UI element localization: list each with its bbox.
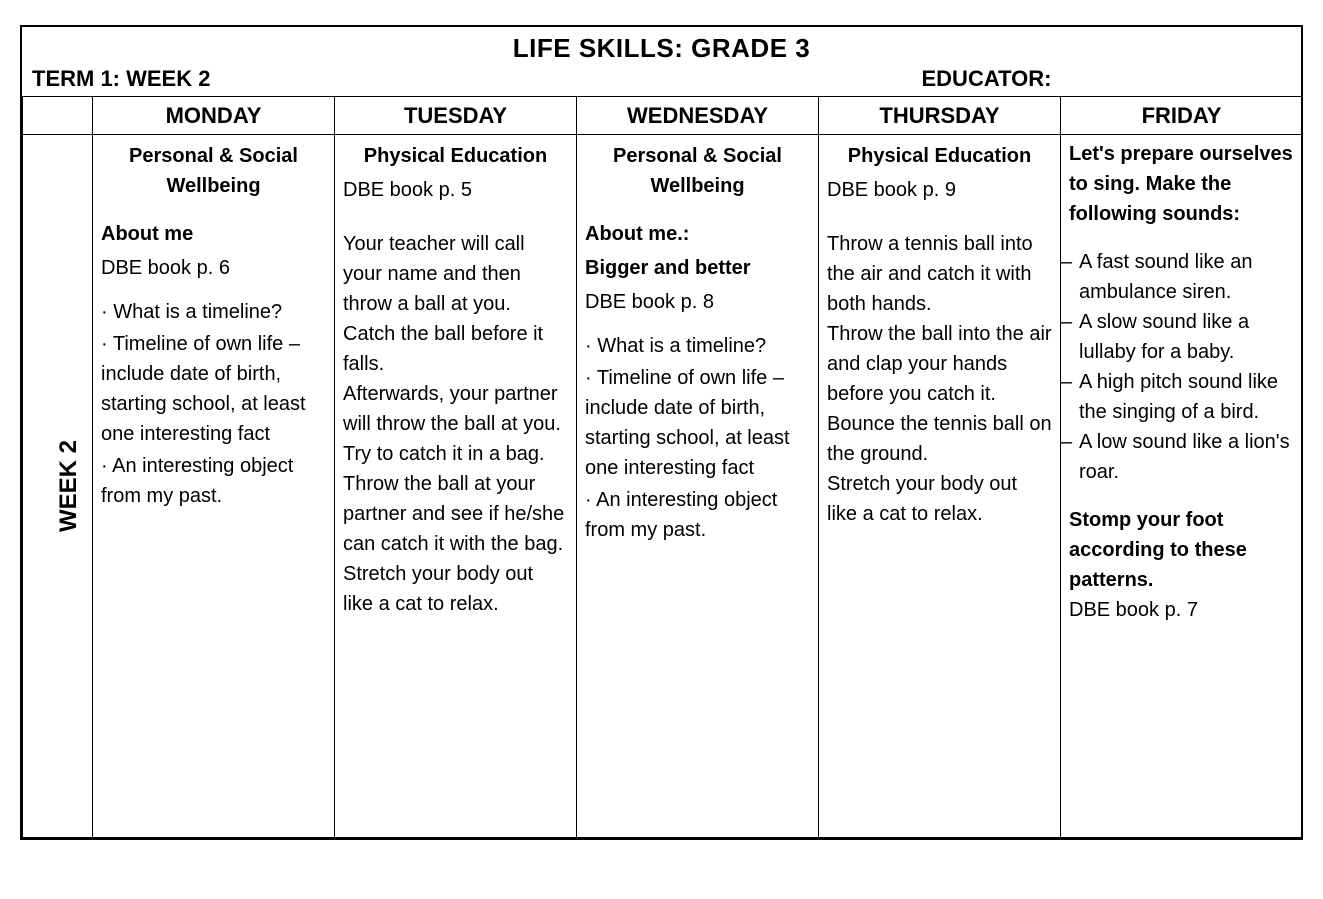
monday-bullets: What is a timeline? Timeline of own life…	[101, 297, 326, 511]
list-item: –A slow sound like a lullaby for a baby.	[1069, 307, 1294, 367]
cell-friday: Let's prepare ourselves to sing. Make th…	[1061, 135, 1303, 838]
subheader: TERM 1: WEEK 2 EDUCATOR:	[22, 66, 1301, 96]
wednesday-heading: Personal & Social Wellbeing	[585, 141, 810, 201]
day-header-wednesday: WEDNESDAY	[577, 97, 819, 135]
friday-items: –A fast sound like an ambulance siren.–A…	[1069, 247, 1294, 487]
thursday-ref: DBE book p. 9	[827, 175, 1052, 205]
day-header-thursday: THURSDAY	[819, 97, 1061, 135]
wednesday-bullets: What is a timeline? Timeline of own life…	[585, 331, 810, 545]
content-row: WEEK 2 Personal & Social Wellbeing About…	[23, 135, 1303, 838]
body-line: Throw the ball into the air and clap you…	[827, 319, 1052, 409]
dash-icon: –	[1061, 367, 1079, 427]
list-item: What is a timeline?	[585, 331, 810, 361]
week-label-text: WEEK 2	[51, 440, 87, 532]
friday-intro: Let's prepare ourselves to sing. Make th…	[1069, 139, 1294, 229]
dash-icon: –	[1061, 427, 1079, 487]
cell-wednesday: Personal & Social Wellbeing About me.: B…	[577, 135, 819, 838]
week-row-label: WEEK 2	[23, 135, 93, 838]
day-header-friday: FRIDAY	[1061, 97, 1303, 135]
monday-subheading: About me	[101, 219, 326, 249]
wednesday-ref: DBE book p. 8	[585, 287, 810, 317]
list-item-text: A low sound like a lion's roar.	[1079, 427, 1294, 487]
friday-ref: DBE book p. 7	[1069, 595, 1294, 625]
friday-closing: Stomp your foot according to these patte…	[1069, 505, 1294, 595]
list-item: An interesting object from my past.	[101, 451, 326, 511]
body-line: Throw a tennis ball into the air and cat…	[827, 229, 1052, 319]
monday-heading: Personal & Social Wellbeing	[101, 141, 326, 201]
educator-label: EDUCATOR:	[402, 66, 1292, 92]
body-line: Stretch your body out like a cat to rela…	[343, 559, 568, 619]
tuesday-body: Your teacher will call your name and the…	[343, 229, 568, 619]
list-item-text: A fast sound like an ambulance siren.	[1079, 247, 1294, 307]
blank-header	[23, 97, 93, 135]
wednesday-sub2: Bigger and better	[585, 253, 810, 283]
body-line: Stretch your body out like a cat to rela…	[827, 469, 1052, 529]
dash-icon: –	[1061, 247, 1079, 307]
list-item: What is a timeline?	[101, 297, 326, 327]
page-title: LIFE SKILLS: GRADE 3	[22, 27, 1301, 66]
body-line: Throw the ball at your partner and see i…	[343, 469, 568, 559]
planner-table: MONDAY TUESDAY WEDNESDAY THURSDAY FRIDAY…	[22, 96, 1303, 838]
body-line: Afterwards, your partner will throw the …	[343, 379, 568, 469]
list-item: –A high pitch sound like the singing of …	[1069, 367, 1294, 427]
thursday-body: Throw a tennis ball into the air and cat…	[827, 229, 1052, 529]
list-item-text: A slow sound like a lullaby for a baby.	[1079, 307, 1294, 367]
day-header-tuesday: TUESDAY	[335, 97, 577, 135]
list-item: An interesting object from my past.	[585, 485, 810, 545]
cell-tuesday: Physical Education DBE book p. 5 Your te…	[335, 135, 577, 838]
cell-thursday: Physical Education DBE book p. 9 Throw a…	[819, 135, 1061, 838]
body-line: Bounce the tennis ball on the ground.	[827, 409, 1052, 469]
dash-icon: –	[1061, 307, 1079, 367]
tuesday-ref: DBE book p. 5	[343, 175, 568, 205]
body-line: Your teacher will call your name and the…	[343, 229, 568, 379]
day-header-monday: MONDAY	[93, 97, 335, 135]
tuesday-heading: Physical Education	[343, 141, 568, 171]
cell-monday: Personal & Social Wellbeing About me DBE…	[93, 135, 335, 838]
list-item: –A fast sound like an ambulance siren.	[1069, 247, 1294, 307]
list-item-text: A high pitch sound like the singing of a…	[1079, 367, 1294, 427]
thursday-heading: Physical Education	[827, 141, 1052, 171]
monday-ref: DBE book p. 6	[101, 253, 326, 283]
list-item: Timeline of own life – include date of b…	[585, 363, 810, 483]
list-item: Timeline of own life – include date of b…	[101, 329, 326, 449]
term-week: TERM 1: WEEK 2	[32, 66, 402, 92]
planner-container: LIFE SKILLS: GRADE 3 TERM 1: WEEK 2 EDUC…	[20, 25, 1303, 840]
wednesday-sub1: About me.:	[585, 219, 810, 249]
list-item: –A low sound like a lion's roar.	[1069, 427, 1294, 487]
day-header-row: MONDAY TUESDAY WEDNESDAY THURSDAY FRIDAY	[23, 97, 1303, 135]
